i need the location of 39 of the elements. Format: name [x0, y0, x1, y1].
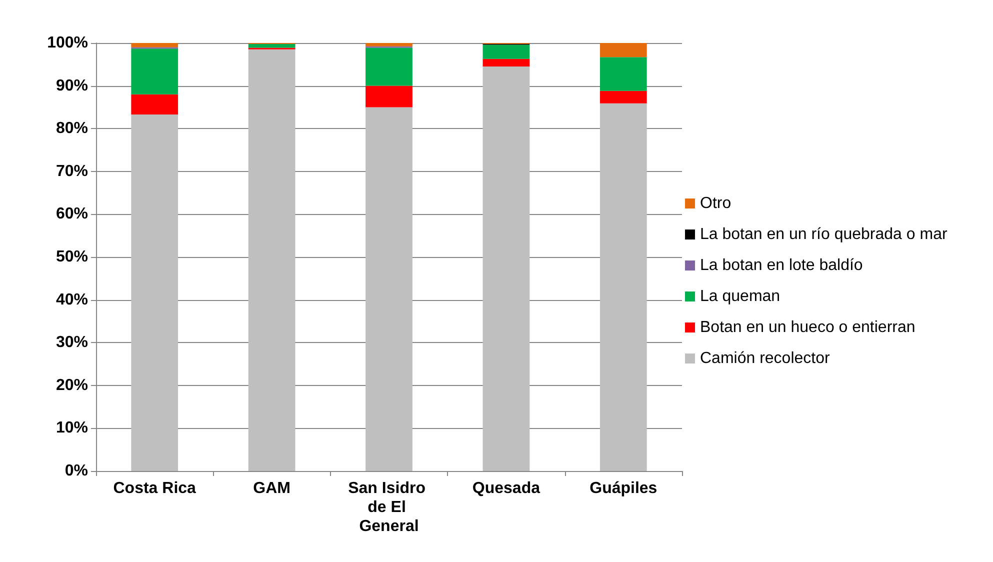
bar	[131, 114, 178, 471]
y-tick-label: 0%	[64, 462, 88, 480]
y-tick-label: 90%	[56, 77, 88, 94]
bar	[482, 66, 530, 471]
bar	[366, 43, 412, 46]
bar	[248, 44, 296, 48]
legend-label: La botan en lote baldío	[700, 257, 863, 274]
y-tick-label: 20%	[56, 376, 88, 394]
legend-label: Otro	[700, 195, 732, 212]
y-tick-label: 80%	[56, 120, 88, 138]
bar	[131, 94, 178, 114]
bar	[600, 43, 647, 58]
legend-label: La botan en un río quebrada o mar	[700, 226, 948, 243]
bar	[366, 48, 412, 86]
x-tick-label: San Isidro de El General	[348, 480, 430, 535]
bar	[366, 107, 412, 471]
bar	[131, 48, 178, 94]
x-tick-label: GAM	[253, 480, 290, 497]
bar	[482, 58, 530, 67]
bar	[600, 103, 647, 471]
y-tick-label: 50%	[56, 248, 88, 266]
y-tick-label: 70%	[56, 162, 88, 180]
y-tick-label: 30%	[56, 334, 88, 352]
bar	[248, 49, 296, 471]
x-tick-label: Guápiles	[590, 480, 658, 497]
y-tick-label: 40%	[56, 291, 88, 308]
legend-label: Camión recolector	[700, 350, 830, 367]
bar	[366, 86, 412, 108]
legend-label: La queman	[700, 288, 780, 305]
x-tick-label: Quesada	[472, 480, 540, 497]
y-tick-label: 100%	[47, 34, 88, 52]
y-tick-label: 60%	[56, 206, 88, 223]
y-tick-label: 10%	[56, 420, 88, 437]
x-tick-label: Costa Rica	[113, 480, 196, 497]
bar	[600, 90, 647, 104]
legend-label: Botan en un hueco o entierran	[700, 319, 916, 336]
bar	[482, 44, 530, 59]
bar	[131, 43, 178, 48]
bar	[600, 57, 647, 91]
